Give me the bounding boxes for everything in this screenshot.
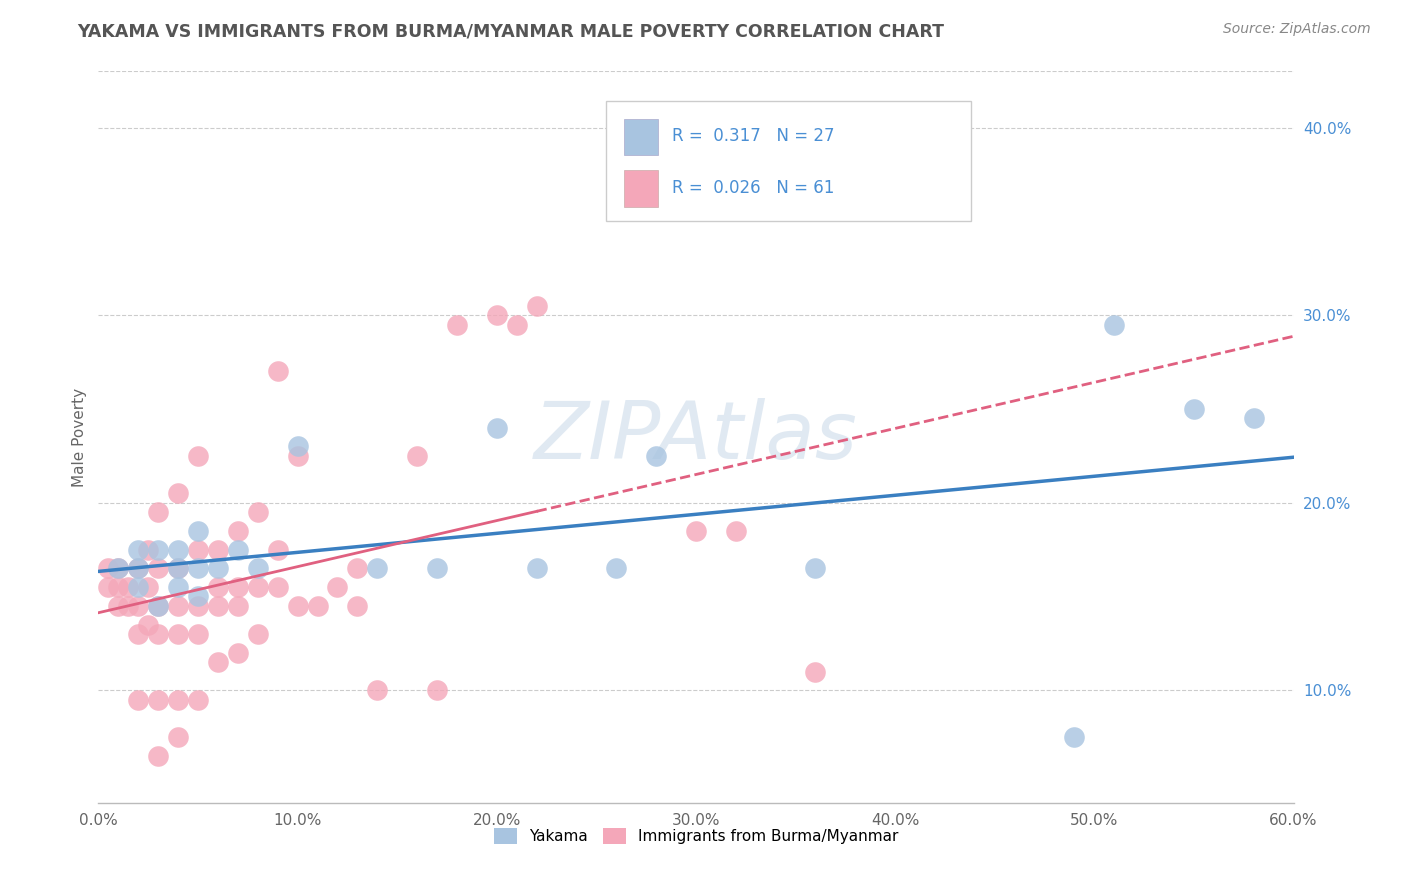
Point bbox=[107, 599, 129, 613]
Point bbox=[97, 561, 120, 575]
Point bbox=[267, 364, 290, 378]
Point bbox=[127, 561, 149, 575]
Point bbox=[148, 627, 170, 641]
Point bbox=[148, 542, 170, 557]
Point bbox=[187, 542, 209, 557]
Point bbox=[148, 692, 170, 706]
Point bbox=[287, 449, 309, 463]
Point bbox=[246, 505, 269, 519]
Point bbox=[97, 580, 120, 594]
Point bbox=[167, 561, 190, 575]
Point bbox=[167, 730, 190, 744]
FancyBboxPatch shape bbox=[624, 170, 658, 207]
Point bbox=[246, 561, 269, 575]
Point bbox=[136, 580, 159, 594]
Text: Source: ZipAtlas.com: Source: ZipAtlas.com bbox=[1223, 22, 1371, 37]
Point bbox=[804, 665, 827, 679]
Point bbox=[526, 561, 548, 575]
Point bbox=[526, 299, 548, 313]
Point bbox=[167, 627, 190, 641]
Point bbox=[167, 561, 190, 575]
Point bbox=[167, 599, 190, 613]
Point bbox=[127, 599, 149, 613]
Point bbox=[167, 542, 190, 557]
Point bbox=[148, 599, 170, 613]
Point bbox=[136, 617, 159, 632]
Legend: Yakama, Immigrants from Burma/Myanmar: Yakama, Immigrants from Burma/Myanmar bbox=[488, 822, 904, 850]
Point bbox=[148, 599, 170, 613]
Point bbox=[187, 599, 209, 613]
Point bbox=[485, 308, 508, 322]
Point bbox=[136, 542, 159, 557]
Point bbox=[1063, 730, 1085, 744]
Point bbox=[167, 486, 190, 500]
Point bbox=[346, 561, 368, 575]
Point bbox=[148, 561, 170, 575]
Point bbox=[446, 318, 468, 332]
Point bbox=[724, 524, 747, 538]
Point bbox=[307, 599, 329, 613]
Point bbox=[127, 692, 149, 706]
Text: YAKAMA VS IMMIGRANTS FROM BURMA/MYANMAR MALE POVERTY CORRELATION CHART: YAKAMA VS IMMIGRANTS FROM BURMA/MYANMAR … bbox=[77, 22, 945, 40]
Point bbox=[187, 590, 209, 604]
Point bbox=[107, 561, 129, 575]
Point bbox=[127, 561, 149, 575]
Point bbox=[107, 561, 129, 575]
Text: R =  0.026   N = 61: R = 0.026 N = 61 bbox=[672, 178, 834, 196]
Point bbox=[506, 318, 529, 332]
Point bbox=[226, 599, 249, 613]
Point bbox=[127, 542, 149, 557]
Point bbox=[1104, 318, 1126, 332]
Point bbox=[187, 627, 209, 641]
Point bbox=[117, 580, 139, 594]
Point bbox=[406, 449, 429, 463]
Point bbox=[485, 420, 508, 434]
Point bbox=[167, 580, 190, 594]
Point bbox=[346, 599, 368, 613]
Text: R =  0.317   N = 27: R = 0.317 N = 27 bbox=[672, 128, 835, 145]
Point bbox=[187, 561, 209, 575]
Point bbox=[207, 580, 229, 594]
Point bbox=[267, 542, 290, 557]
Y-axis label: Male Poverty: Male Poverty bbox=[72, 387, 87, 487]
Point bbox=[187, 692, 209, 706]
Point bbox=[226, 542, 249, 557]
Point bbox=[107, 580, 129, 594]
Point bbox=[645, 449, 668, 463]
Point bbox=[187, 449, 209, 463]
Point bbox=[167, 692, 190, 706]
Point bbox=[426, 561, 449, 575]
Point bbox=[426, 683, 449, 698]
Point bbox=[246, 580, 269, 594]
Point bbox=[326, 580, 349, 594]
Point bbox=[148, 505, 170, 519]
Point bbox=[117, 599, 139, 613]
Point bbox=[207, 542, 229, 557]
Point bbox=[207, 561, 229, 575]
Point bbox=[226, 580, 249, 594]
Point bbox=[605, 561, 627, 575]
Point bbox=[187, 524, 209, 538]
Point bbox=[685, 524, 707, 538]
Point bbox=[226, 646, 249, 660]
Point bbox=[366, 683, 388, 698]
Point bbox=[1243, 411, 1265, 425]
Point bbox=[207, 655, 229, 669]
FancyBboxPatch shape bbox=[606, 101, 972, 221]
Point bbox=[207, 599, 229, 613]
Point bbox=[148, 748, 170, 763]
Point bbox=[287, 599, 309, 613]
Point bbox=[246, 627, 269, 641]
Point bbox=[366, 561, 388, 575]
Point bbox=[267, 580, 290, 594]
Point bbox=[226, 524, 249, 538]
Point bbox=[287, 440, 309, 454]
Point bbox=[1182, 401, 1205, 416]
FancyBboxPatch shape bbox=[624, 119, 658, 155]
Point bbox=[127, 627, 149, 641]
Point bbox=[804, 561, 827, 575]
Point bbox=[127, 580, 149, 594]
Text: ZIPAtlas: ZIPAtlas bbox=[534, 398, 858, 476]
